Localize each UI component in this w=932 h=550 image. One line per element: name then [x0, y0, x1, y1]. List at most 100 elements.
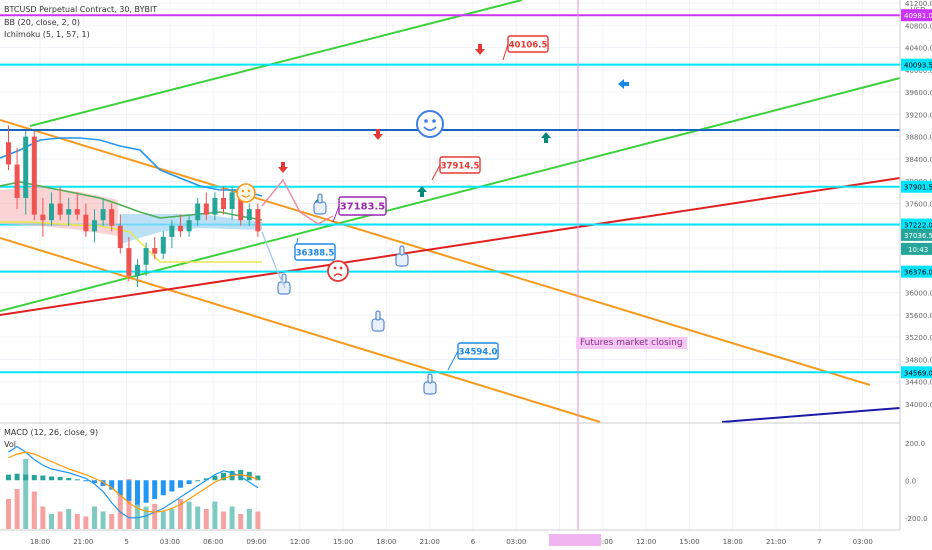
drawing-markers[interactable] [236, 44, 629, 395]
price-callout[interactable] [457, 342, 499, 360]
macd-histogram-bar [92, 480, 97, 484]
price-callout[interactable] [338, 196, 387, 216]
candle-body [160, 236, 166, 254]
level-price-tag [901, 9, 932, 22]
price-tick-label: 40400.0 [905, 45, 932, 53]
bb-legend[interactable]: BB (20, close, 2, 0) [4, 18, 80, 27]
level-price-tag-text: 40093.5 [904, 62, 932, 70]
red-trendline[interactable] [0, 177, 901, 316]
price-axis-bg [901, 0, 932, 530]
time-tick-label: 18:00 [723, 538, 743, 546]
candle-body [178, 225, 183, 232]
candle-body [126, 248, 132, 276]
macd-histogram-bar [178, 480, 183, 488]
level-price-tag [901, 366, 932, 379]
volume-bar [6, 499, 11, 529]
time-tick-label: 21:00 [766, 538, 786, 546]
macd-line [8, 445, 259, 519]
arrow-down-red-icon[interactable] [278, 162, 288, 173]
bb-upper-band [0, 137, 263, 197]
projection-path-blue[interactable] [261, 231, 286, 289]
price-callout[interactable] [294, 243, 336, 261]
macd-histogram-bar [195, 480, 201, 482]
price-tick-label: 39600.0 [905, 89, 932, 97]
price-callout-pointer [332, 205, 340, 223]
volume-bar [92, 506, 97, 529]
macd-legend[interactable]: MACD (12, 26, close, 9) [4, 428, 99, 437]
candle-body [221, 197, 226, 210]
sad-face-red-icon[interactable] [327, 260, 349, 282]
ichimoku-lagging-line [0, 221, 262, 263]
pointing-hand-icon[interactable] [371, 310, 385, 332]
macd-histogram-bar [117, 480, 123, 496]
price-callouts[interactable]: 40106.5 37914.5 37183.5 36388.5 34594.0 [294, 35, 549, 371]
macd-histogram-bar [143, 480, 149, 503]
time-tick-label: 18:00 [30, 538, 50, 546]
volume-bar [74, 514, 80, 529]
macd-histogram-bar [66, 478, 72, 481]
price-tick-label: 36000.0 [905, 290, 932, 298]
arrow-down-red-icon[interactable] [373, 129, 383, 140]
candle-body [109, 209, 115, 226]
level-price-tag-text: 37222.0 [904, 222, 932, 230]
price-tick-label: 34000.0 [905, 401, 932, 409]
ichimoku-legend[interactable]: Ichimoku (5, 1, 57, 1) [4, 30, 90, 39]
level-price-tag [901, 265, 932, 278]
projection-path[interactable] [261, 178, 334, 225]
level-price-tag [901, 218, 932, 231]
pointing-hand-icon[interactable] [313, 193, 327, 215]
symbol-legend[interactable]: BTCUSD Perpetual Contract, 30, BYBIT [4, 5, 158, 14]
arrow-up-green-icon[interactable] [541, 132, 551, 143]
pointing-hand-icon[interactable] [423, 373, 437, 395]
smiley-orange-icon[interactable] [236, 183, 256, 203]
pointing-hand-icon[interactable] [395, 245, 409, 267]
macd-histogram-bar [23, 474, 29, 481]
arrow-up-green-icon[interactable] [417, 186, 427, 197]
macd-histogram-bar [31, 475, 37, 481]
time-tick-label: 21:00 [73, 538, 93, 546]
green-trendline-upper[interactable] [29, 0, 523, 127]
macd-histogram-bar [160, 480, 166, 496]
arrow-left-blue-icon[interactable] [618, 79, 629, 89]
candle-body [135, 264, 140, 276]
macd-histogram-bar [57, 476, 63, 481]
price-axis[interactable]: USD41200.040800.040400.040000.039600.039… [901, 0, 932, 530]
pointing-hand-icon[interactable] [277, 273, 291, 295]
price-callout-label: 37183.5 [340, 202, 386, 213]
level-price-tag-text: 34569.0 [904, 369, 932, 377]
macd-pane[interactable] [6, 445, 261, 530]
price-callout[interactable] [439, 156, 481, 174]
macd-histogram-bar [83, 480, 89, 482]
candle-body [238, 192, 244, 221]
market-closing-note[interactable]: Futures market closing [576, 337, 687, 349]
price-callout[interactable] [507, 35, 549, 53]
time-tick-label: 06:00 [203, 538, 223, 546]
time-tick-label: 03:00 [506, 538, 526, 546]
time-axis[interactable]: 18:00 21:00 5 03:00 06:00 09:00 12:00 15:00 18:0… [30, 534, 873, 546]
price-callout-label: 40106.5 [509, 41, 548, 51]
volume-bar [57, 511, 63, 529]
navy-trendline[interactable] [721, 407, 901, 423]
volume-bar [109, 514, 115, 529]
volume-bar [178, 499, 183, 529]
orange-channel-upper[interactable] [0, 119, 871, 386]
orange-channel-lower[interactable] [0, 237, 601, 423]
price-tick-label: 38400.0 [905, 156, 932, 164]
candles [6, 125, 261, 288]
volume-bar [246, 509, 252, 529]
vol-legend[interactable]: Vol [4, 440, 16, 449]
volume-bar [195, 506, 201, 529]
price-tick-label: 40000.0 [905, 67, 932, 75]
volume-bar [14, 489, 20, 529]
time-tick-label: 12:00 [636, 538, 656, 546]
volume-bar [83, 516, 89, 529]
time-tick-label: 09:00 [593, 538, 613, 546]
smiley-blue-icon[interactable] [416, 110, 444, 138]
price-callout-label: 37914.5 [441, 162, 480, 172]
volume-bar [212, 501, 218, 529]
volume-bar [221, 511, 226, 529]
macd-tick-label: 0.0 [905, 477, 916, 485]
macd-histogram-bar [203, 478, 209, 481]
arrow-down-red-icon[interactable] [475, 44, 485, 55]
